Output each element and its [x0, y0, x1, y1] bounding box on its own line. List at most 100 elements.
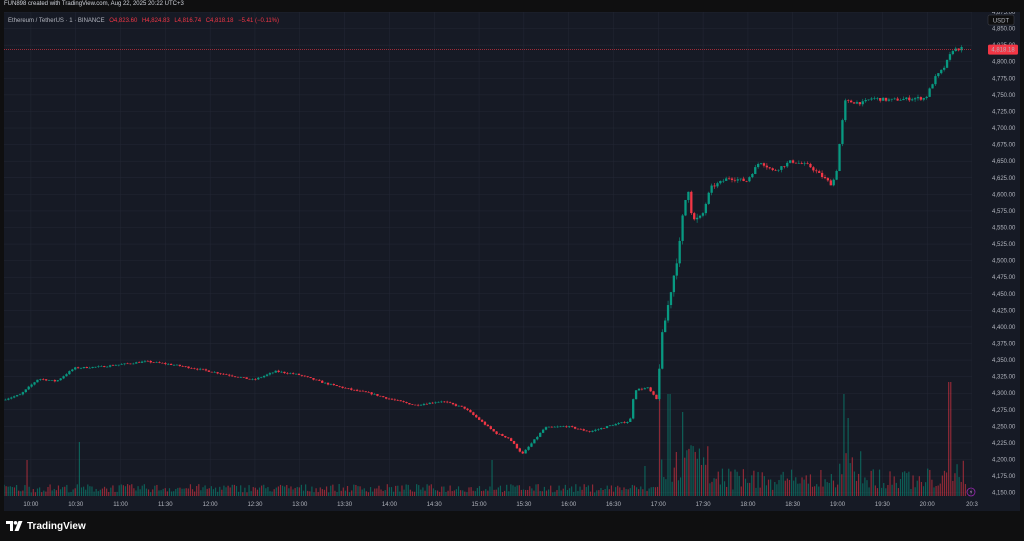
candle-body: [53, 380, 57, 382]
volume-bar: [673, 467, 675, 496]
volume-bar: [49, 484, 51, 496]
volume-bar: [189, 484, 192, 496]
candle-body: [207, 370, 211, 372]
volume-bar: [954, 473, 956, 496]
volume-bar: [487, 490, 489, 496]
candle-body: [405, 402, 408, 404]
volume-bar: [43, 490, 45, 496]
volume-bar: [447, 490, 449, 496]
volume-bar: [573, 491, 575, 496]
candle-body: [387, 398, 391, 400]
volume-bar: [34, 492, 37, 496]
volume-bar: [256, 489, 259, 496]
volume-bar: [22, 490, 24, 496]
candle-body: [600, 428, 603, 430]
volume-bar: [707, 446, 709, 496]
symbol-title: Ethereum / TetherUS · 1 · BINANCE: [8, 18, 105, 24]
volume-bar: [349, 492, 351, 496]
volume-bar: [814, 486, 816, 496]
candle-body: [135, 362, 138, 364]
time-tick-label: 15:00: [472, 502, 488, 508]
candle-body: [518, 448, 521, 452]
candle-body: [954, 48, 957, 52]
candle-body: [42, 379, 45, 380]
lightning-icon[interactable]: [966, 487, 976, 497]
volume-bar: [663, 476, 665, 496]
price-tick-label: 4,675.00: [992, 143, 1016, 149]
candle-body: [730, 178, 734, 180]
volume-bar: [510, 484, 512, 496]
candle-body: [765, 165, 769, 168]
candle-body: [297, 373, 301, 375]
candle-body: [486, 424, 490, 427]
volume-bar: [661, 459, 663, 496]
candle-body: [15, 395, 19, 397]
volume-bar: [958, 477, 960, 496]
candle-body: [820, 172, 824, 178]
candle-body: [573, 426, 577, 429]
volume-bar: [740, 486, 742, 496]
volume-bar: [941, 475, 943, 496]
volume-bar: [95, 488, 97, 496]
volume-bar: [721, 468, 724, 496]
candle-body: [76, 367, 80, 369]
volume-bar: [87, 484, 89, 496]
candle-body: [536, 436, 539, 440]
volume-bar: [692, 446, 694, 496]
volume-bar: [520, 489, 522, 496]
candle-body: [527, 446, 530, 450]
volume-bar: [774, 482, 776, 496]
volume-bar: [834, 487, 837, 496]
volume-bar: [315, 488, 317, 496]
volume-bar: [627, 489, 629, 496]
volume-bar: [451, 491, 453, 496]
candle-body: [806, 163, 809, 164]
candle-body: [347, 388, 350, 389]
candle-body: [489, 426, 492, 430]
candle-body: [149, 360, 152, 363]
time-tick-label: 14:30: [427, 502, 443, 508]
candle-body: [178, 364, 181, 367]
tradingview-logo[interactable]: TradingView: [6, 519, 86, 533]
volume-bar: [723, 481, 726, 496]
volume-bar: [633, 485, 636, 496]
volume-bar: [200, 490, 202, 496]
volume-bar: [617, 485, 619, 496]
candle-body: [568, 426, 571, 428]
volume-bar: [80, 487, 83, 496]
volume-bar: [72, 489, 74, 496]
volume-bar: [667, 394, 669, 496]
chart-area[interactable]: 4,150.00 4,175.00 4,200.00 4,225.00 4,250.00…: [4, 12, 1020, 511]
currency-badge[interactable]: USDT: [987, 14, 1015, 26]
volume-bar: [202, 487, 204, 496]
volume-bar: [497, 487, 499, 496]
candle-body: [71, 369, 74, 372]
candle-body: [948, 54, 952, 60]
candle-body: [620, 422, 623, 424]
candle-body: [858, 102, 862, 105]
candle-body: [617, 423, 620, 425]
candle-body: [158, 362, 161, 363]
volume-bar: [110, 487, 112, 496]
volume-bar: [93, 491, 95, 496]
volume-bar: [759, 487, 761, 496]
candle-body: [515, 443, 519, 449]
volume-bar: [608, 489, 610, 496]
price-tick-label: 4,800.00: [992, 60, 1016, 66]
volume-bar: [818, 486, 820, 496]
volume-bar: [103, 486, 106, 496]
volume-bar: [539, 491, 541, 496]
candle-body: [33, 382, 36, 385]
candle-body: [120, 364, 123, 365]
watermark-text: FUN898 created with TradingView.com, Aug…: [4, 1, 184, 7]
price-axis[interactable]: 4,150.00 4,175.00 4,200.00 4,225.00 4,250.00…: [972, 12, 1020, 511]
candle-body: [847, 100, 850, 101]
volume-bar: [571, 486, 573, 496]
volume-bar: [728, 468, 730, 496]
volume-bar: [610, 485, 613, 496]
volume-bar: [240, 485, 242, 496]
price-chart[interactable]: 4,150.00 4,175.00 4,200.00 4,225.00 4,250.00…: [4, 12, 1020, 511]
time-axis[interactable]: 10:00 10:30 11:00 11:30 12:00 12:30 13:00 13:30…: [4, 496, 978, 511]
candle-body: [725, 178, 728, 181]
candle-body: [437, 401, 440, 403]
